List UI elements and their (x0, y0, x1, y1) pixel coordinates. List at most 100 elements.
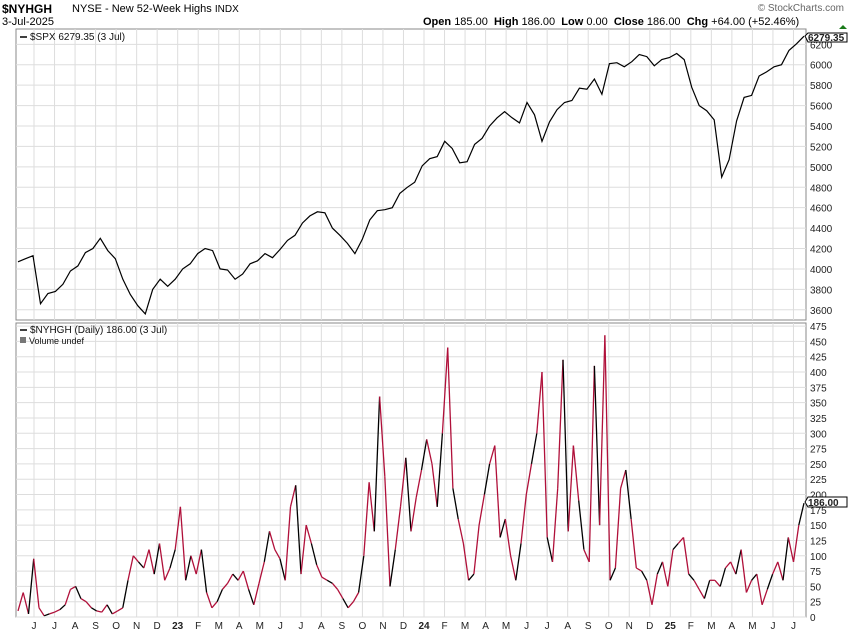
nyhgh-segment (724, 561, 732, 569)
nyhgh-segment (541, 371, 548, 538)
upper-y-tick-label: 4000 (810, 265, 833, 276)
nyhgh-segment (593, 365, 601, 526)
upper-last-value-tag: 6279.35 (804, 32, 848, 44)
low-label: Low (561, 16, 584, 28)
nyhgh-segment (169, 549, 176, 569)
x-tick-label: N (379, 621, 386, 632)
spx-series (17, 35, 805, 316)
nyhgh-segment (504, 518, 512, 556)
upper-y-tick-label: 3800 (810, 285, 833, 296)
nyhgh-segment (96, 610, 102, 613)
nyhgh-segment (295, 485, 302, 575)
nyhgh-segment (693, 579, 700, 590)
quote-date: 3-Jul-2025 (2, 16, 54, 28)
nyhgh-segment (473, 525, 480, 575)
x-tick-label: J (32, 621, 37, 632)
nyhgh-segment (289, 485, 297, 507)
nyhgh-segment (667, 549, 674, 587)
nyhgh-segment (488, 445, 496, 465)
nyhgh-segment (326, 579, 333, 584)
nyhgh-segment (447, 347, 454, 489)
upper-y-tick-label: 4600 (810, 204, 833, 215)
nyhgh-segment (17, 592, 24, 612)
nyhgh-segment (106, 604, 113, 615)
x-tick-label: A (318, 621, 325, 632)
nyhgh-segment (651, 573, 658, 605)
nyhgh-segment (525, 463, 533, 495)
x-tick-label: J (791, 621, 796, 632)
nyhgh-segment (49, 611, 55, 615)
nyhgh-segment (515, 543, 522, 581)
nyhgh-segment (179, 506, 187, 581)
upper-y-tick-label: 6200 (810, 40, 833, 51)
nyhgh-segment (798, 502, 805, 526)
nyhgh-segment (59, 604, 66, 611)
volume-legend-text: Volume undef (29, 336, 85, 346)
nyhgh-segment (682, 537, 690, 575)
nyhgh-segment (132, 555, 139, 563)
nyhgh-segment (158, 543, 166, 581)
nyhgh-segment (740, 549, 748, 593)
nyhgh-segment (300, 525, 307, 575)
nyhgh-segment (253, 583, 260, 605)
nyhgh-segment (787, 537, 795, 563)
x-tick-label: J (524, 621, 529, 632)
nyhgh-segment (185, 555, 192, 581)
nyhgh-segment (766, 573, 774, 590)
nyhgh-segment (352, 592, 360, 603)
nyhgh-segment (588, 365, 596, 562)
nyhgh-segment (546, 537, 554, 563)
nyhgh-segment (54, 609, 61, 613)
nyhgh-segment (677, 536, 684, 544)
nyhgh-segment (347, 601, 354, 609)
nyhgh-segment (452, 488, 459, 520)
x-tick-label: J (770, 621, 775, 632)
nyhgh-segment (431, 463, 438, 507)
lower-y-tick-label: 450 (810, 337, 827, 348)
nyhgh-segment (609, 567, 616, 581)
nyhgh-segment (70, 585, 76, 590)
nyhgh-segment (363, 482, 370, 556)
lower-y-tick-label: 275 (810, 445, 827, 456)
nyhgh-segment (646, 580, 653, 605)
x-tick-label: M (215, 621, 223, 632)
nyhgh-segment (604, 335, 611, 581)
lower-panel-frame (15, 322, 807, 618)
upper-y-tick-label: 5200 (810, 142, 833, 153)
nyhgh-segment (205, 592, 213, 609)
lower-y-tick-label: 375 (810, 383, 827, 394)
nyhgh-segment (164, 567, 171, 581)
nyhgh-segment (782, 537, 789, 581)
nyhgh-segment (342, 598, 349, 609)
lower-grid (16, 323, 806, 618)
close-label: Close (613, 16, 644, 28)
nyhgh-series (17, 335, 805, 617)
high-value: 186.00 (521, 16, 556, 28)
x-tick-label: J (52, 621, 57, 632)
lower-y-tick-label: 200 (810, 491, 827, 502)
nyhgh-segment (614, 488, 622, 569)
close-value: 186.00 (646, 16, 681, 28)
upper-y-tick-label: 3600 (810, 306, 833, 317)
nyhgh-segment (688, 573, 695, 581)
upper-y-axis: 3600 3800 4000 4200 4400 4600 4800 5000 5200 5400… (810, 40, 833, 316)
quote-values: Open 185.00 High 186.00 Low 0.00 Close 1… (423, 16, 799, 28)
nyhgh-segment (237, 570, 244, 581)
nyhgh-segment (22, 592, 30, 615)
upper-y-tick-label: 4400 (810, 224, 833, 235)
nyhgh-segment (751, 573, 758, 581)
nyhgh-segment (567, 445, 575, 532)
nyhgh-segment (735, 549, 742, 575)
exchange-tag: INDX (214, 4, 239, 15)
x-tick-label: 25 (665, 621, 677, 632)
nyhgh-segment (777, 561, 784, 581)
nyhgh-segment (148, 549, 155, 575)
upper-legend: $SPX 6279.35 (3 Jul) (20, 32, 125, 43)
nyhgh-segment (368, 482, 375, 532)
nyhgh-segment (468, 573, 475, 581)
nyhgh-segment (384, 476, 391, 587)
nyhgh-segment (494, 445, 501, 538)
nyhgh-segment (641, 570, 648, 581)
x-tick-label: O (359, 621, 367, 632)
lower-y-tick-label: 0 (810, 613, 816, 624)
